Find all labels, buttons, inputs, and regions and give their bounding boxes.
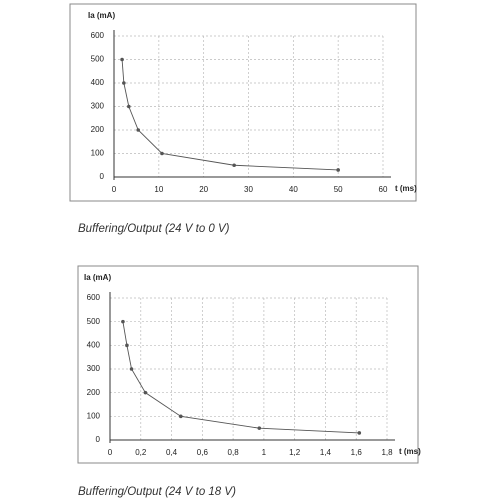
x-tick-label: 0,2 [135,448,147,457]
data-point [160,151,164,156]
x-tick-label: 1 [262,448,267,457]
y-tick-label: 0 [100,172,105,181]
x-tick-label: 60 [379,185,388,194]
x-tick-label: 1,2 [289,448,301,457]
y-tick-label: 0 [96,435,101,444]
x-tick-label: 0,4 [166,448,178,457]
x-tick-label: 1,4 [320,448,332,457]
x-tick-label: 0,8 [228,448,240,457]
y-axis-label: Ia (mA) [84,273,111,282]
x-tick-label: 0 [108,448,113,457]
x-tick-label: 30 [244,185,253,194]
y-tick-label: 300 [87,364,101,373]
x-axis-label: t (ms) [399,447,421,456]
y-tick-label: 600 [87,293,101,302]
x-tick-label: 50 [334,185,343,194]
x-tick-label: 40 [289,185,298,194]
y-tick-label: 200 [87,388,101,397]
data-point [232,163,236,168]
data-point [143,390,148,395]
data-point [357,431,362,435]
x-tick-label: 20 [199,185,208,194]
data-point [126,104,131,109]
y-tick-label: 400 [91,78,105,87]
chart: 0 100 200 300 400 500 600 0 0,2 0,4 0,6 0,8 1 1,2 1,4 1… [77,265,421,498]
data-point [178,414,183,419]
x-tick-label: 1,6 [351,448,363,457]
y-tick-label: 100 [87,411,101,420]
x-tick-label: 0,6 [197,448,209,457]
y-axis-label: Ia (mA) [88,11,115,20]
x-tick-label: 10 [154,185,163,194]
data-point [121,319,125,324]
chart: 0 100 200 300 400 500 600 0 10 20 30 40 50 60 Ia (mA) t… [69,3,417,235]
chart-caption: Buffering/Output (24 V to 0 V) [78,223,230,235]
y-tick-label: 300 [91,102,105,111]
x-axis-label: t (ms) [395,184,417,193]
data-point [136,128,141,132]
y-tick-label: 500 [87,317,101,326]
y-tick-label: 600 [91,31,105,40]
data-point [336,168,340,172]
data-point [129,367,134,371]
y-tick-label: 200 [91,125,105,134]
x-tick-label: 0 [112,185,117,194]
y-tick-label: 400 [87,340,101,349]
chart-caption: Buffering/Output (24 V to 18 V) [78,486,236,498]
data-point [120,57,124,62]
y-tick-label: 100 [91,149,105,158]
data-point [257,426,262,430]
chart-frame [69,3,417,202]
x-tick-label: 1,8 [381,448,393,457]
y-tick-label: 500 [91,55,105,64]
data-point [125,343,129,348]
data-point [122,81,126,85]
chart-frame [77,265,419,464]
